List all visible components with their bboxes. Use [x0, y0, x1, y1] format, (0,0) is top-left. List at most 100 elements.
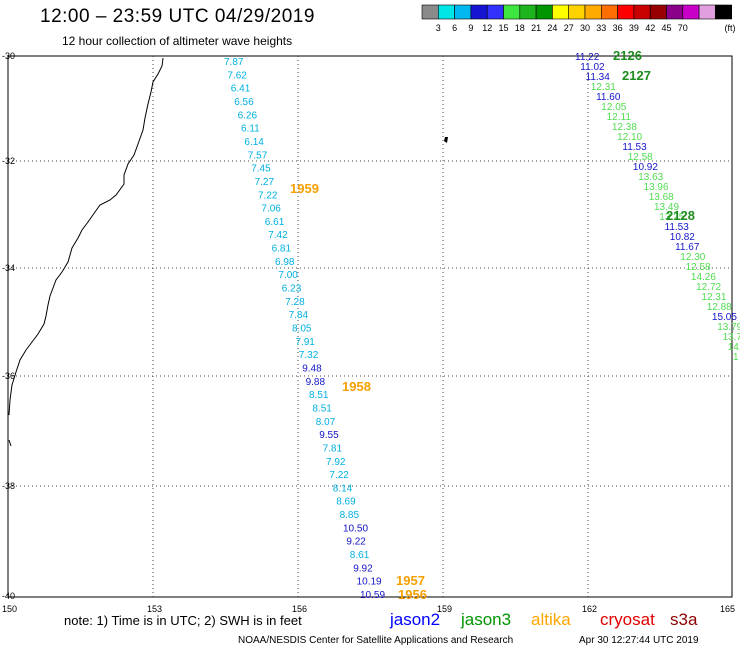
wave-height-value: 12.30	[680, 252, 705, 263]
wave-height-value: 9.55	[319, 430, 339, 441]
color-scale-label: 42	[645, 23, 655, 33]
wave-height-value: 11.02	[580, 62, 605, 73]
lat-tick-label: -36	[2, 371, 15, 381]
color-scale-label: 9	[468, 23, 473, 33]
lat-tick-label: -40	[2, 591, 15, 601]
credit-line: NOAA/NESDIS Center for Satellite Applica…	[238, 635, 514, 646]
wave-height-value: 9.92	[353, 563, 373, 574]
color-swatch	[698, 4, 716, 20]
pass-number: 2127	[622, 68, 651, 83]
color-swatch	[535, 4, 553, 20]
lon-tick-label: 153	[147, 604, 162, 614]
color-swatch	[600, 4, 618, 20]
units-note: note: 1) Time is in UTC; 2) SWH is in fe…	[64, 613, 302, 628]
lat-tick-label: -32	[2, 156, 15, 166]
color-scale-label: 15	[498, 23, 508, 33]
wave-height-value: 12.11	[607, 112, 632, 123]
wave-height-value: 13.79	[717, 322, 740, 333]
color-swatch	[519, 4, 537, 20]
color-scale-label: 21	[531, 23, 541, 33]
wave-height-value: 14.	[728, 342, 740, 353]
wave-height-value: 11.53	[665, 222, 690, 233]
wave-height-value: 12.88	[707, 302, 732, 313]
wave-height-value: 6.14	[244, 137, 264, 148]
wave-height-value: 10.50	[343, 523, 368, 534]
map-subtitle: 12 hour collection of altimeter wave hei…	[62, 34, 293, 48]
color-scale-label: 18	[515, 23, 525, 33]
wave-height-value: 6.26	[238, 110, 258, 121]
wave-height-value: 6.11	[241, 124, 260, 135]
wave-height-value: 13.96	[644, 182, 669, 193]
color-scale-legend: 3 6 9 12 15 18 21 24 27 30 33 36 39 42 45 70 (ft)	[421, 4, 736, 33]
wave-height-value: 13.63	[638, 172, 663, 183]
wave-height-value: 7.57	[248, 150, 268, 161]
wave-height-value: 7.62	[227, 70, 247, 81]
wave-height-value: 8.61	[350, 550, 370, 561]
color-scale-label: 30	[580, 23, 590, 33]
wave-height-value: 7.22	[329, 470, 349, 481]
wave-height-value: 9.48	[302, 364, 322, 375]
color-scale-label: 6	[452, 23, 457, 33]
wave-height-value: 13.49	[654, 202, 679, 213]
satellite-jason3: jason3	[461, 610, 512, 629]
wave-height-value: 7.06	[261, 204, 281, 215]
satellite-cryosat: cryosat	[600, 610, 655, 629]
pass-number: 2128	[666, 208, 695, 223]
wave-height-value: 12.38	[612, 122, 637, 133]
wave-height-value: 13.25	[659, 212, 684, 223]
wave-height-value: 6.23	[282, 284, 302, 295]
wave-height-value: 12.31	[591, 82, 616, 93]
wave-height-value: 7.91	[295, 337, 315, 348]
wave-height-value: 10.19	[357, 577, 382, 588]
wave-height-value: 8.14	[333, 483, 353, 494]
west-altimeter-track: 7.87 7.62 6.41 6.56 6.26 6.11 6.14 7.57 7.45 7.27…	[224, 57, 385, 601]
wave-height-value: 12.58	[686, 262, 711, 273]
color-swatch	[715, 4, 733, 20]
color-scale-label: 33	[596, 23, 606, 33]
wave-height-value: 8.51	[312, 403, 332, 414]
map-frame	[7, 55, 733, 598]
wave-height-value: 8.05	[292, 324, 312, 335]
wave-height-value: 14.26	[691, 272, 716, 283]
wave-height-value: 7.87	[224, 57, 244, 68]
wave-height-value: 6.56	[234, 97, 254, 108]
color-swatch	[470, 4, 488, 20]
wave-height-value: 12.58	[628, 152, 653, 163]
wave-height-value: 12.10	[617, 132, 642, 143]
satellite-jason2: jason2	[390, 610, 441, 629]
wave-height-value: 10.82	[670, 232, 695, 243]
wave-height-value: 7.45	[251, 164, 271, 175]
color-swatch	[682, 4, 700, 20]
coastline	[8, 57, 164, 416]
wave-height-value: 8.51	[309, 390, 329, 401]
pass-number: 1957	[396, 573, 425, 588]
wave-height-value: 8.69	[336, 497, 356, 508]
wave-height-value: 11.60	[596, 92, 621, 103]
color-swatch	[421, 4, 439, 20]
wave-height-value: 7.22	[258, 190, 278, 201]
color-scale-unit: (ft)	[725, 23, 736, 33]
wave-height-value: 6.61	[265, 217, 285, 228]
generated-timestamp: Apr 30 12:27:44 UTC 2019	[579, 635, 699, 646]
color-swatch	[503, 4, 521, 20]
color-scale-label: 45	[661, 23, 671, 33]
wave-height-value: 9.88	[306, 377, 326, 388]
wave-height-value: 15.05	[712, 312, 737, 323]
east-altimeter-track: 11.2211.0211.3412.3111.6012.0512.1112.38…	[575, 52, 740, 363]
pass-number: 1956	[398, 587, 427, 602]
color-scale-label: 3	[436, 23, 441, 33]
color-swatch	[633, 4, 651, 20]
wave-height-value: 7.32	[299, 350, 319, 361]
color-scale-label: 27	[564, 23, 574, 33]
map-title: 12:00 – 23:59 UTC 04/29/2019	[40, 6, 315, 27]
wave-height-value: 6.41	[231, 84, 251, 95]
color-scale-label: 39	[629, 23, 639, 33]
color-swatch	[649, 4, 667, 20]
wave-height-value: 7.42	[268, 230, 288, 241]
wave-height-value: 7.00	[278, 270, 298, 281]
wave-height-value: 11.22	[575, 52, 600, 63]
coastline-south	[8, 439, 12, 447]
pass-number: 1958	[342, 379, 371, 394]
wave-height-value: 9.22	[346, 537, 366, 548]
